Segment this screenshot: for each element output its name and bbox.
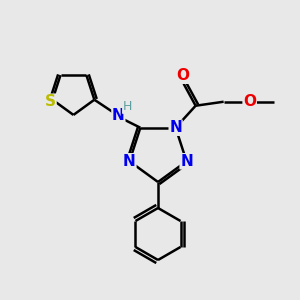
Text: O: O	[176, 68, 189, 83]
Text: H: H	[123, 100, 132, 113]
Text: N: N	[123, 154, 136, 169]
Text: N: N	[180, 154, 193, 169]
Text: O: O	[243, 94, 256, 109]
Text: N: N	[169, 120, 182, 135]
Text: N: N	[112, 108, 125, 123]
Text: S: S	[45, 94, 56, 109]
